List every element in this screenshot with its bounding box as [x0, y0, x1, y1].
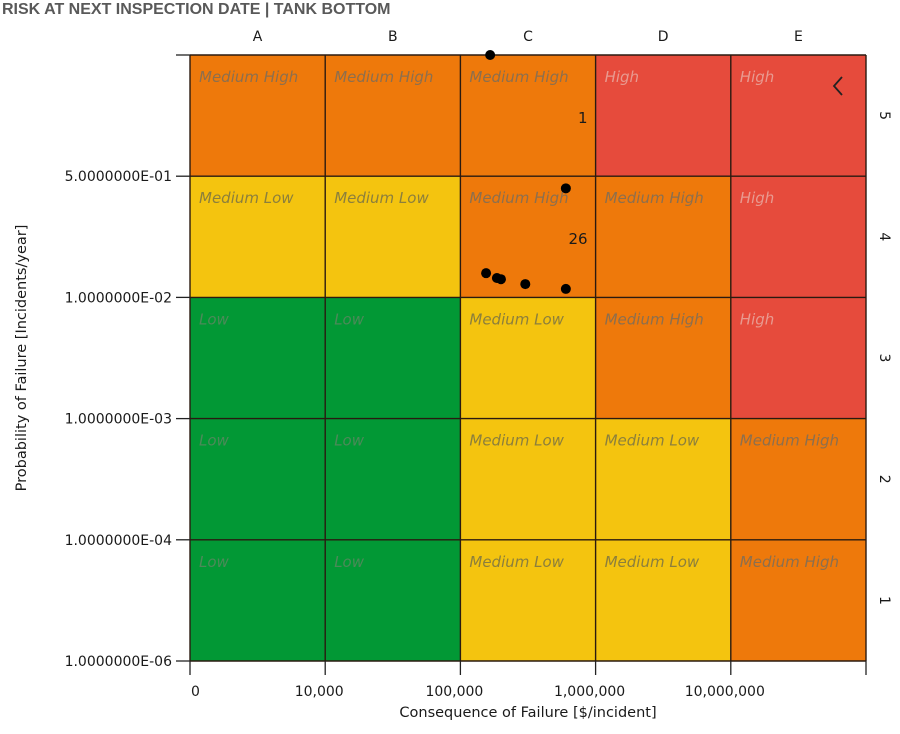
column-label: A [253, 29, 263, 45]
y-tick-label: 5.0000000E-01 [65, 169, 172, 185]
cell-risk-label: Medium Low [469, 310, 564, 328]
cell-risk-label: Medium High [469, 68, 568, 86]
cell-risk-label: Low [334, 553, 365, 571]
cell-risk-label: High [740, 310, 774, 328]
cell-risk-label: Medium High [605, 189, 704, 207]
cell-risk-label: Medium High [199, 68, 298, 86]
collapse-button[interactable] [832, 76, 843, 96]
points-layer [481, 50, 571, 294]
matrix-cell[interactable] [460, 55, 596, 177]
matrix-cell[interactable] [190, 297, 326, 419]
cell-risk-label: Medium Low [199, 189, 294, 207]
x-tick-label: 10,000,000 [685, 684, 765, 700]
row-label: 5 [876, 111, 892, 120]
cell-risk-label: High [605, 68, 639, 86]
cell-count: 1 [578, 109, 588, 127]
cell-risk-label: Medium Low [605, 553, 700, 571]
cell-risk-label: High [740, 189, 774, 207]
matrix-cell[interactable] [325, 176, 461, 298]
y-axis-title: Probability of Failure [Incidents/year] [14, 225, 30, 492]
data-point[interactable] [520, 279, 531, 290]
chevron-left-icon [832, 76, 843, 96]
matrix-cell[interactable] [460, 418, 596, 540]
y-tick-label: 1.0000000E-02 [65, 290, 172, 306]
cell-risk-label: Medium High [605, 310, 704, 328]
matrix-cell[interactable] [190, 539, 326, 661]
x-tick-label: 100,000 [425, 684, 483, 700]
matrix-cell[interactable] [190, 55, 326, 177]
row-label: 1 [876, 596, 892, 605]
cell-risk-label: Medium Low [469, 553, 564, 571]
y-tick-label: 1.0000000E-03 [65, 412, 172, 428]
matrix-cell[interactable] [730, 176, 866, 298]
grid-layer [189, 54, 867, 662]
x-axis-title: Consequence of Failure [$/incident] [399, 705, 656, 721]
matrix-cell[interactable] [730, 297, 866, 419]
matrix-cell[interactable] [460, 176, 596, 298]
cells-layer [190, 55, 866, 661]
matrix-cell[interactable] [190, 418, 326, 540]
matrix-cell[interactable] [730, 55, 866, 177]
matrix-cell[interactable] [190, 176, 326, 298]
matrix-cell[interactable] [325, 55, 461, 177]
matrix-cell[interactable] [325, 418, 461, 540]
column-label: D [658, 29, 669, 45]
matrix-cell[interactable] [595, 539, 731, 661]
y-tick-label: 1.0000000E-04 [65, 533, 173, 549]
cell-risk-label: Low [199, 432, 230, 450]
y-tick-label: 1.0000000E-06 [65, 654, 173, 670]
cell-risk-label: Medium High [740, 553, 839, 571]
cell-risk-label: Medium Low [469, 432, 564, 450]
matrix-cell[interactable] [595, 418, 731, 540]
matrix-cell[interactable] [730, 539, 866, 661]
x-tick-label: 1,000,000 [554, 684, 625, 700]
matrix-cell[interactable] [460, 297, 596, 419]
cell-risk-label: Medium Low [334, 189, 429, 207]
matrix-cell[interactable] [595, 297, 731, 419]
row-label: 4 [876, 232, 892, 241]
data-point[interactable] [495, 274, 506, 285]
matrix-cell[interactable] [730, 418, 866, 540]
data-point[interactable] [560, 283, 571, 294]
cell-risk-label: Medium High [740, 432, 839, 450]
column-label: C [523, 29, 533, 45]
axes-layer: A B C D E 1 2 3 4 5 1.0000000E-06 1.0000000E-04 1.00… [65, 29, 892, 700]
matrix-cell[interactable] [460, 539, 596, 661]
cell-risk-label: Medium High [334, 68, 433, 86]
cell-risk-label: High [740, 68, 774, 86]
cell-risk-label: Medium High [469, 189, 568, 207]
data-point[interactable] [560, 183, 571, 194]
cell-count: 26 [569, 230, 588, 248]
cell-risk-label: Low [199, 553, 230, 571]
row-label: 3 [876, 354, 892, 363]
column-label: B [388, 29, 398, 45]
x-tick-label: 10,000 [295, 684, 344, 700]
data-point[interactable] [485, 50, 496, 60]
matrix-cell[interactable] [325, 297, 461, 419]
cell-risk-label: Low [334, 432, 365, 450]
row-label: 2 [876, 475, 892, 484]
data-point[interactable] [481, 268, 492, 279]
column-label: E [794, 29, 803, 45]
chart-title: RISK AT NEXT INSPECTION DATE | TANK BOTT… [2, 1, 391, 18]
matrix-cell[interactable] [595, 176, 731, 298]
cell-risk-label: Medium Low [605, 432, 700, 450]
x-tick-label: 0 [191, 684, 200, 700]
cell-risk-label: Low [334, 310, 365, 328]
matrix-cell[interactable] [595, 55, 731, 177]
matrix-cell[interactable] [325, 539, 461, 661]
cell-risk-label: Low [199, 310, 230, 328]
cell-labels-layer: Low Low Medium Low Medium Low Medium High Low… [199, 68, 839, 571]
